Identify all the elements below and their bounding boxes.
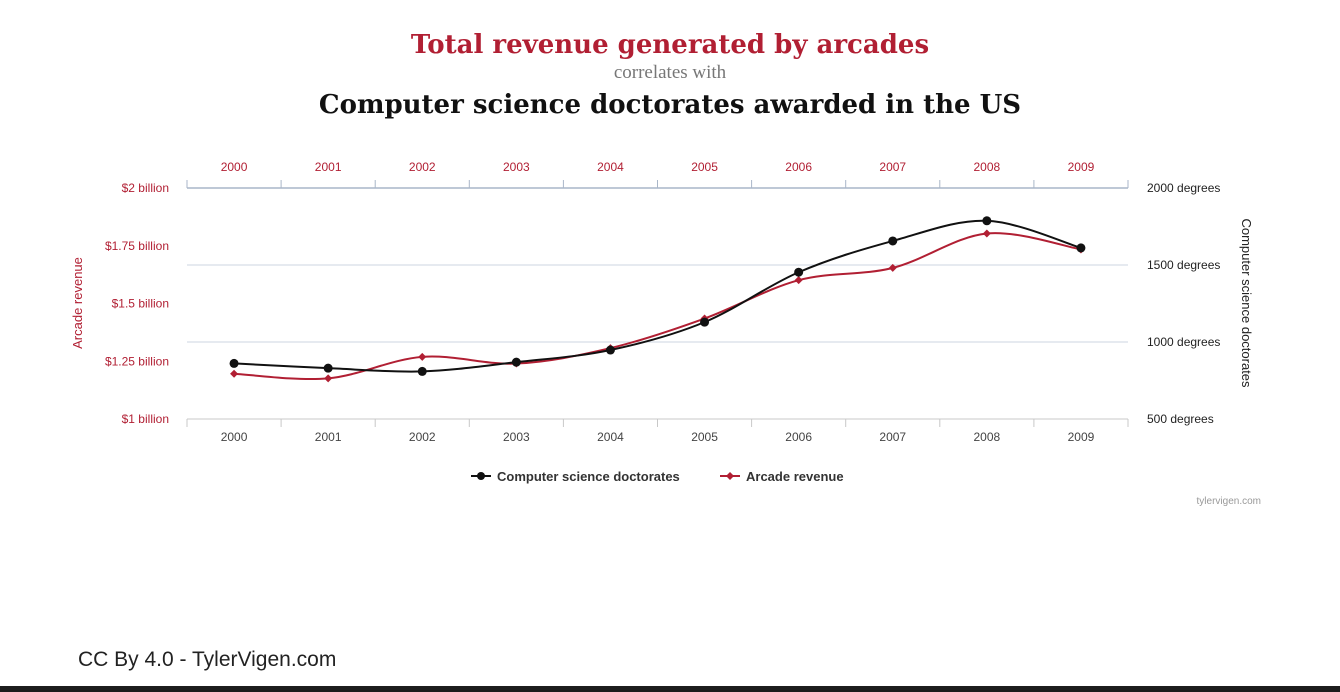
chart-second-title: Computer science doctorates awarded in t…: [318, 90, 1022, 120]
data-point-arcade: [888, 263, 897, 272]
data-point-arcade: [418, 352, 427, 361]
watermark: tylervigen.com: [1197, 496, 1261, 507]
data-point-doctorates: [229, 358, 239, 368]
top-x-tick-label: 2006: [785, 160, 812, 174]
data-point-arcade: [982, 229, 991, 238]
data-point-doctorates: [605, 345, 615, 355]
legend-marker-doctorates: [477, 472, 485, 480]
left-y-tick-label: $1.25 billion: [105, 354, 169, 368]
bottom-x-tick-label: 2003: [503, 430, 530, 444]
right-axis-title: Computer science doctorates: [1239, 218, 1254, 388]
top-x-tick-label: 2004: [597, 160, 624, 174]
legend-label-arcade: Arcade revenue: [746, 469, 844, 484]
top-x-tick-label: 2003: [503, 160, 530, 174]
data-point-doctorates: [794, 267, 804, 277]
bottom-x-tick-label: 2002: [409, 430, 436, 444]
legend-label-doctorates: Computer science doctorates: [497, 469, 680, 484]
data-point-arcade: [324, 374, 333, 383]
left-y-tick-label: $1 billion: [122, 412, 169, 426]
top-x-tick-label: 2000: [221, 160, 248, 174]
series-line-arcade: [234, 232, 1082, 381]
bottom-x-tick-label: 2007: [879, 430, 906, 444]
bottom-x-tick-label: 2008: [973, 430, 1000, 444]
bottom-x-tick-label: 2004: [597, 430, 624, 444]
left-y-tick-label: $1.5 billion: [112, 297, 169, 311]
data-point-doctorates: [700, 317, 710, 327]
data-point-doctorates: [323, 363, 333, 373]
data-point-doctorates: [982, 216, 992, 226]
data-point-doctorates: [511, 357, 521, 367]
bottom-x-tick-label: 2005: [691, 430, 718, 444]
top-x-tick-label: 2001: [315, 160, 342, 174]
right-y-tick-label: 500 degrees: [1147, 412, 1214, 426]
legend-marker-arcade: [726, 472, 734, 480]
data-point-arcade: [794, 276, 803, 285]
right-y-tick-label: 2000 degrees: [1147, 181, 1220, 195]
top-x-tick-label: 2008: [973, 160, 1000, 174]
data-point-doctorates: [1076, 243, 1086, 253]
top-x-tick-label: 2007: [879, 160, 906, 174]
top-x-tick-label: 2009: [1068, 160, 1095, 174]
bottom-x-tick-label: 2006: [785, 430, 812, 444]
data-point-doctorates: [888, 236, 898, 246]
bottom-x-tick-label: 2001: [315, 430, 342, 444]
bottom-bar: [0, 686, 1340, 692]
chart-title: Total revenue generated by arcades: [410, 30, 930, 60]
data-point-doctorates: [417, 366, 427, 376]
bottom-x-tick-label: 2009: [1068, 430, 1095, 444]
credit-text: CC By 4.0 - TylerVigen.com: [78, 648, 337, 671]
bottom-x-tick-label: 2000: [221, 430, 248, 444]
series-line-doctorates: [233, 219, 1082, 373]
chart-subtitle: correlates with: [613, 62, 727, 83]
left-axis-title: Arcade revenue: [70, 257, 85, 349]
right-y-tick-label: 1500 degrees: [1147, 258, 1220, 272]
top-x-tick-label: 2002: [409, 160, 436, 174]
left-y-tick-label: $1.75 billion: [105, 239, 169, 253]
left-y-tick-label: $2 billion: [122, 181, 169, 195]
right-y-tick-label: 1000 degrees: [1147, 335, 1220, 349]
top-x-tick-label: 2005: [691, 160, 718, 174]
data-point-arcade: [230, 369, 239, 378]
